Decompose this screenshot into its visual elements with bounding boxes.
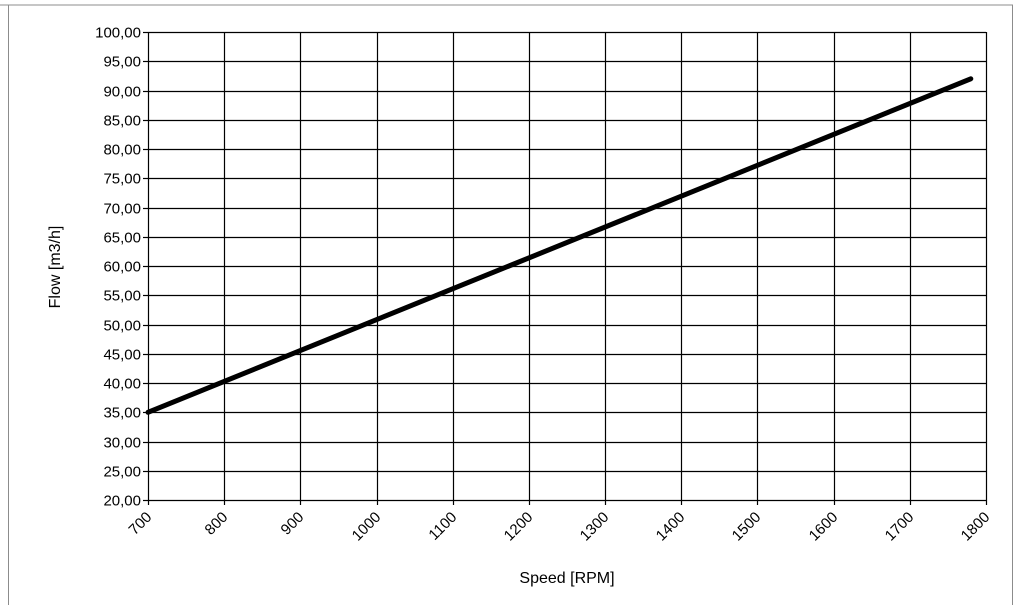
y-tick-label: 35,00 (103, 405, 141, 422)
y-tick-label: 90,00 (103, 84, 141, 101)
grid-layer (0, 4, 1013, 605)
y-tick-label: 95,00 (103, 54, 141, 71)
x-tick-label: 700 (126, 509, 156, 539)
tick-layer: 20,00 25,00 30,00 35,00 40,00 45,00 50,00 55,00… (95, 25, 993, 545)
series-line (145, 76, 974, 415)
y-tick-label: 20,00 (103, 493, 141, 510)
x-tick-label: 1600 (806, 509, 842, 545)
y-tick-label: 55,00 (103, 288, 141, 305)
x-tick-label: 1400 (653, 509, 689, 545)
y-tick-label: 40,00 (103, 376, 141, 393)
y-tick-label: 85,00 (103, 113, 141, 130)
x-tick-label: 900 (278, 509, 308, 539)
y-tick-label: 45,00 (103, 347, 141, 364)
series-layer (145, 76, 974, 415)
y-tick-label: 100,00 (95, 25, 141, 42)
x-tick-label: 1800 (958, 509, 994, 545)
y-tick-label: 25,00 (103, 464, 141, 481)
x-tick-label: 800 (202, 509, 232, 539)
y-tick-label: 80,00 (103, 142, 141, 159)
x-tick-label: 1000 (349, 509, 385, 545)
y-tick-label: 70,00 (103, 201, 141, 218)
x-tick-label: 1300 (577, 509, 613, 545)
y-axis-title: Flow [m3/h] (47, 226, 64, 309)
y-tick-label: 75,00 (103, 171, 141, 188)
y-tick-label: 65,00 (103, 230, 141, 247)
x-tick-label: 1200 (501, 509, 537, 545)
y-tick-label: 30,00 (103, 435, 141, 452)
x-tick-label: 1500 (729, 509, 765, 545)
x-tick-label: 1700 (882, 509, 918, 545)
x-tick-label: 1100 (425, 509, 460, 544)
y-tick-label: 50,00 (103, 318, 141, 335)
y-tick-label: 60,00 (103, 259, 141, 276)
x-axis-title: Speed [RPM] (519, 570, 614, 587)
